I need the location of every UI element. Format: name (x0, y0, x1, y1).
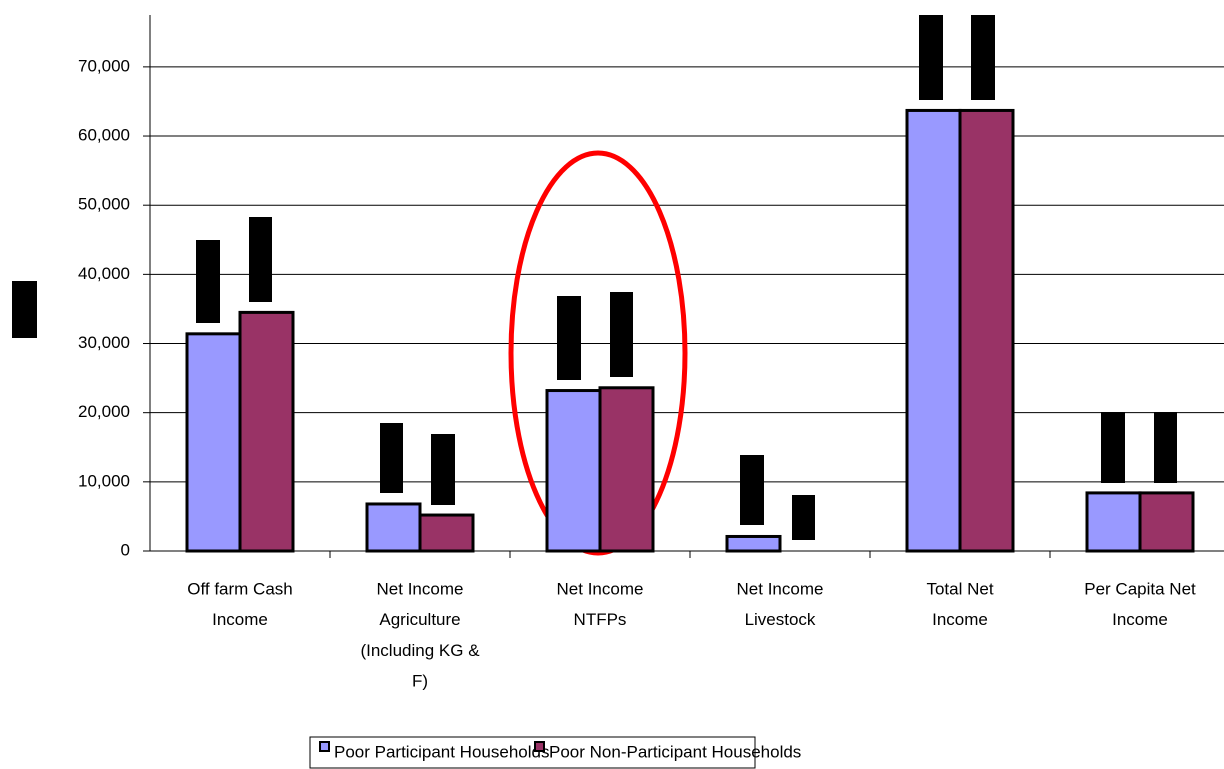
redaction (919, 15, 943, 100)
x-tick-label: NTFPs (574, 610, 627, 629)
bar (958, 108, 1015, 553)
y-tick-label: 0 (121, 540, 130, 559)
x-tick-label: Net Income (557, 579, 644, 598)
x-tick-label: Income (212, 610, 268, 629)
x-tick-label: (Including KG & (360, 641, 480, 660)
x-tick-label: Total Net (926, 579, 993, 598)
bar (185, 332, 242, 553)
y-tick-label: 30,000 (78, 333, 130, 352)
bar (418, 513, 475, 553)
x-tick-label: Net Income (377, 579, 464, 598)
redaction (610, 292, 633, 377)
x-tick-label: Net Income (737, 579, 824, 598)
y-tick-label: 50,000 (78, 195, 130, 214)
highlight-ellipse (508, 150, 688, 556)
legend-swatch (319, 741, 330, 752)
redaction (740, 455, 764, 525)
bar (238, 310, 295, 553)
bar (1138, 491, 1195, 553)
redaction (792, 495, 815, 540)
y-tick-label: 20,000 (78, 402, 130, 421)
redaction (196, 240, 220, 323)
x-tick-label: Income (1112, 610, 1168, 629)
x-tick-label: Agriculture (379, 610, 460, 629)
y-tick-label: 10,000 (78, 471, 130, 490)
redaction (380, 423, 403, 493)
bar (905, 108, 962, 553)
redactions (12, 15, 1177, 540)
bar (725, 534, 782, 553)
redaction (557, 296, 581, 380)
bar (365, 502, 422, 553)
y-tick-label: 40,000 (78, 264, 130, 283)
legend-label: Poor Participant Households (334, 742, 549, 761)
x-tick-label: Livestock (745, 610, 816, 629)
redaction (431, 434, 455, 505)
bar (545, 389, 602, 553)
redaction (249, 217, 272, 302)
legend-swatch (534, 741, 545, 752)
redaction (1154, 412, 1177, 483)
bar (598, 386, 655, 553)
redaction (971, 15, 995, 100)
x-tick-label: Income (932, 610, 988, 629)
legend-box (309, 736, 756, 769)
legend-label: Poor Non-Participant Households (549, 742, 801, 761)
bar (1085, 491, 1142, 553)
y-tick-label: 70,000 (78, 56, 130, 75)
x-tick-label: F) (412, 672, 428, 691)
redaction (12, 281, 37, 338)
redaction (1101, 412, 1125, 483)
y-tick-label: 60,000 (78, 126, 130, 145)
x-tick-label: Off farm Cash (187, 579, 293, 598)
x-tick-label: Per Capita Net (1084, 579, 1196, 598)
